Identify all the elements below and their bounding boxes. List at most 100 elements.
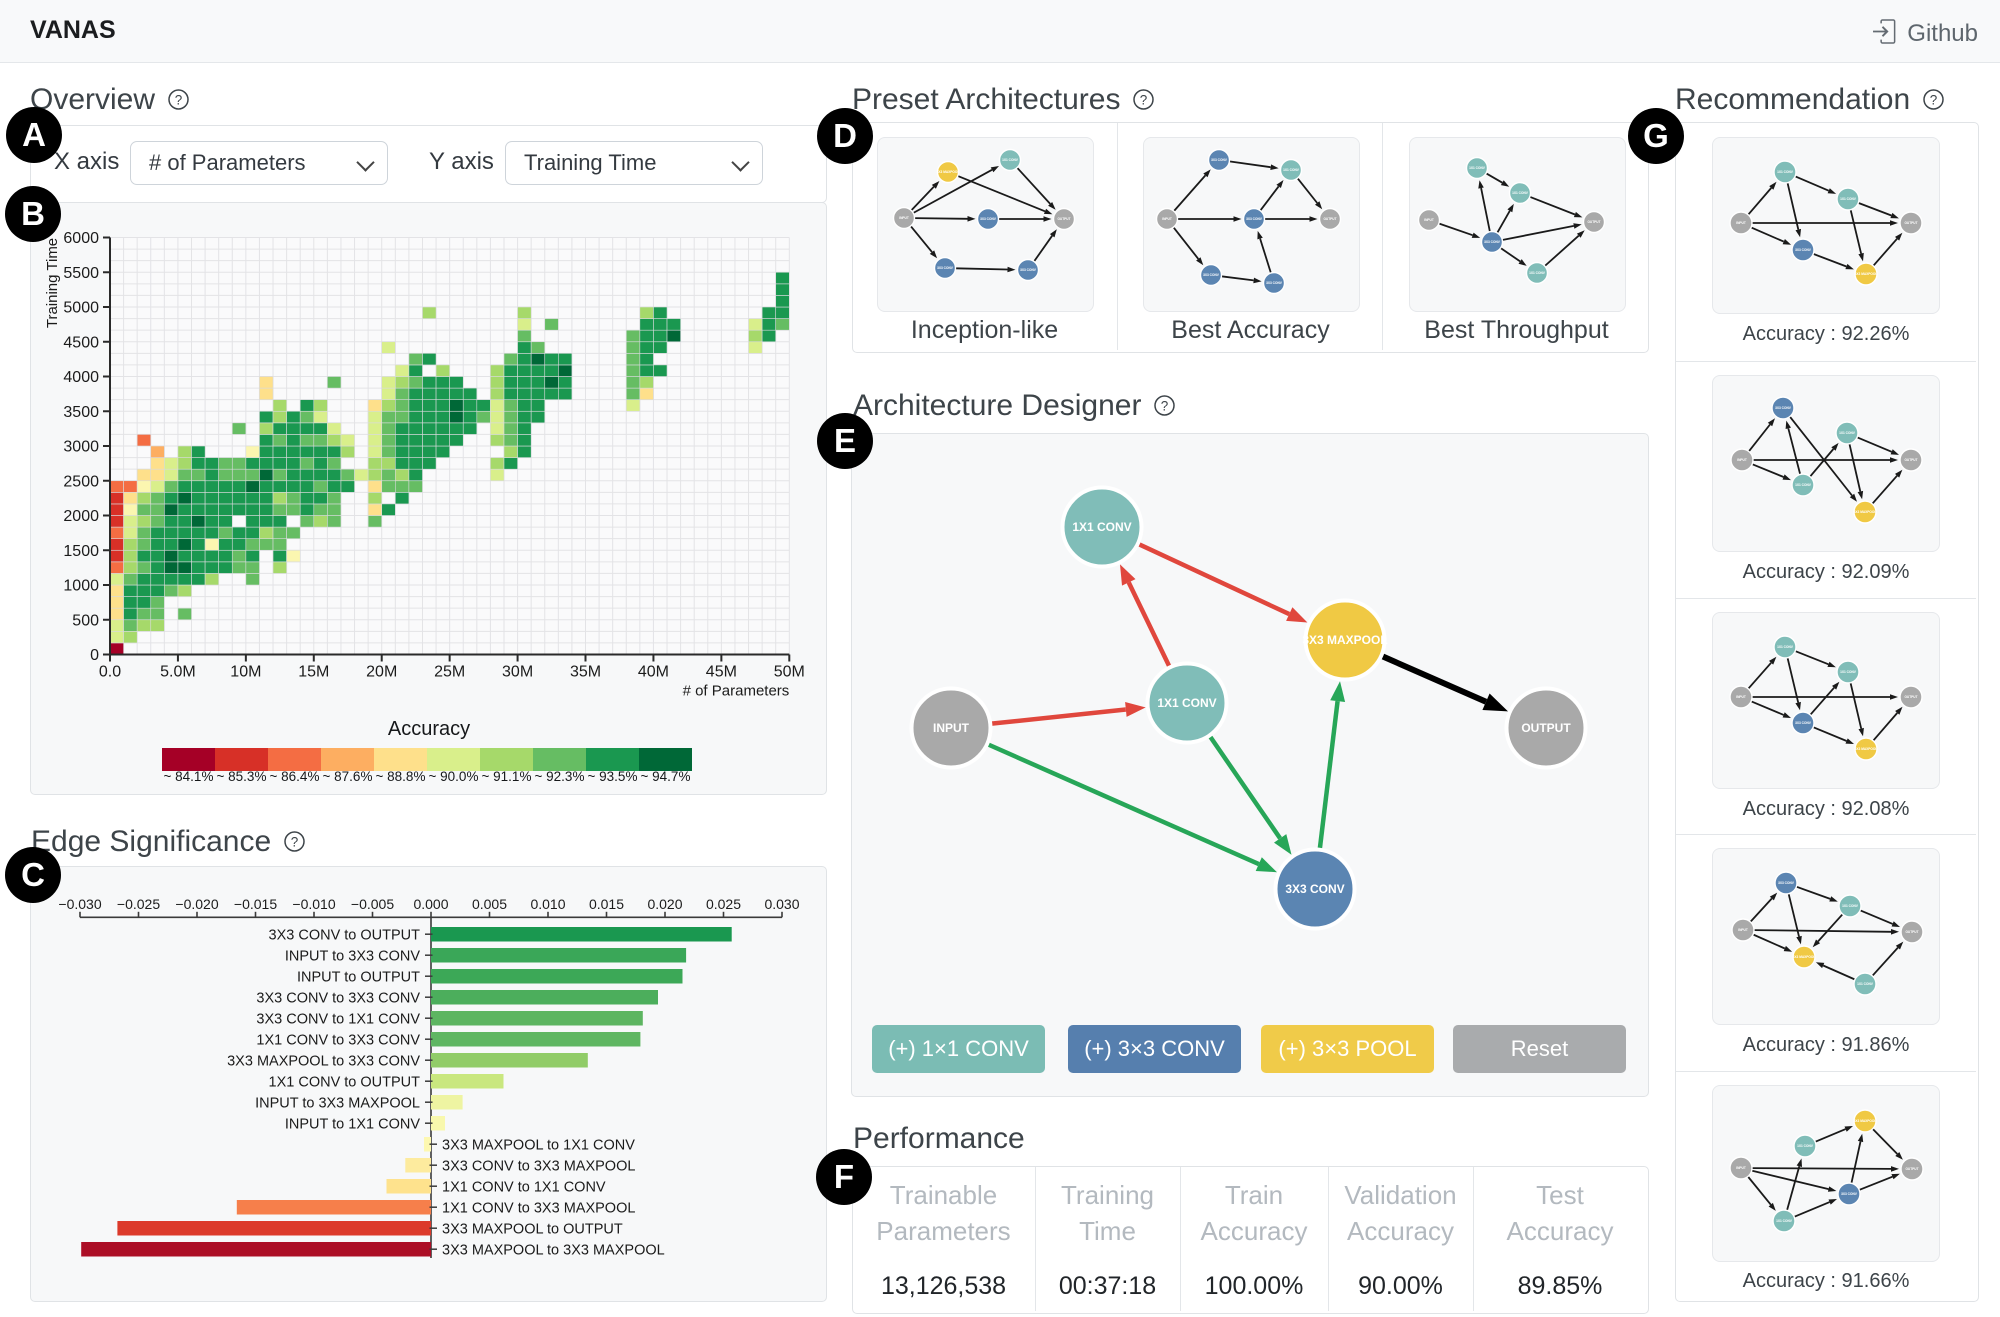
svg-text:3X3 CONV: 3X3 CONV — [1795, 248, 1812, 252]
svg-text:−0.005: −0.005 — [351, 896, 394, 912]
svg-text:3X3 MAXPOOL to 1X1 CONV: 3X3 MAXPOOL to 1X1 CONV — [442, 1137, 635, 1153]
svg-text:3X3 CONV: 3X3 CONV — [1484, 240, 1501, 244]
svg-text:0.020: 0.020 — [647, 896, 682, 912]
svg-text:3X3 MAXPOOL: 3X3 MAXPOOL — [1855, 272, 1878, 276]
svg-text:OUTPUT: OUTPUT — [1904, 458, 1917, 462]
svg-text:−0.010: −0.010 — [292, 896, 335, 912]
svg-text:1X1 CONV: 1X1 CONV — [1157, 696, 1216, 710]
svg-text:1X1 CONV: 1X1 CONV — [1776, 1219, 1793, 1223]
svg-text:1X1 CONV to OUTPUT: 1X1 CONV to OUTPUT — [269, 1074, 421, 1090]
svg-text:3X3 CONV to OUTPUT: 3X3 CONV to OUTPUT — [269, 927, 421, 943]
svg-text:Accuracy: Accuracy — [388, 718, 470, 740]
svg-text:3X3 MAXPOOL: 3X3 MAXPOOL — [1854, 1119, 1877, 1123]
svg-text:INPUT to 3X3 MAXPOOL: INPUT to 3X3 MAXPOOL — [255, 1095, 420, 1111]
svg-text:?: ? — [175, 93, 183, 108]
svg-text:?: ? — [291, 835, 299, 850]
svg-text:~ 91.1%: ~ 91.1% — [482, 769, 532, 784]
svg-text:1000: 1000 — [63, 578, 99, 595]
svg-text:1X1 CONV: 1X1 CONV — [1072, 520, 1131, 534]
svg-text:OUTPUT: OUTPUT — [1323, 217, 1336, 221]
svg-text:3X3 CONV: 3X3 CONV — [1795, 721, 1812, 725]
svg-text:−0.020: −0.020 — [175, 896, 218, 912]
svg-text:3500: 3500 — [63, 404, 99, 421]
svg-text:20M: 20M — [366, 664, 397, 681]
svg-text:1X1 CONV: 1X1 CONV — [1797, 1144, 1814, 1148]
svg-text:−0.025: −0.025 — [117, 896, 160, 912]
svg-text:0.010: 0.010 — [530, 896, 565, 912]
svg-text:50M: 50M — [774, 664, 805, 681]
svg-text:30M: 30M — [502, 664, 533, 681]
svg-text:1X1 CONV: 1X1 CONV — [1469, 166, 1486, 170]
svg-text:Training Time: Training Time — [44, 238, 61, 328]
svg-text:0.005: 0.005 — [472, 896, 507, 912]
svg-text:INPUT to 3X3 CONV: INPUT to 3X3 CONV — [285, 948, 420, 964]
svg-text:1X1 CONV: 1X1 CONV — [1795, 483, 1812, 487]
svg-text:~ 85.3%: ~ 85.3% — [217, 769, 267, 784]
svg-text:0.000: 0.000 — [413, 896, 448, 912]
svg-text:5.0M: 5.0M — [160, 664, 196, 681]
svg-text:1X1 CONV: 1X1 CONV — [1512, 191, 1529, 195]
svg-text:10M: 10M — [230, 664, 261, 681]
svg-text:INPUT: INPUT — [1736, 695, 1746, 699]
svg-text:OUTPUT: OUTPUT — [1904, 221, 1917, 225]
svg-text:1X1 CONV: 1X1 CONV — [1777, 645, 1794, 649]
svg-text:INPUT to OUTPUT: INPUT to OUTPUT — [297, 969, 420, 985]
svg-text:15M: 15M — [298, 664, 329, 681]
svg-text:OUTPUT: OUTPUT — [1905, 1167, 1918, 1171]
svg-text:INPUT: INPUT — [1737, 458, 1747, 462]
svg-text:# of Parameters: # of Parameters — [683, 683, 790, 700]
svg-text:0.030: 0.030 — [764, 896, 799, 912]
svg-text:3X3 MAXPOOL to 3X3 MAXPOOL: 3X3 MAXPOOL to 3X3 MAXPOOL — [442, 1242, 665, 1258]
svg-text:~ 86.4%: ~ 86.4% — [270, 769, 320, 784]
svg-text:3X3 CONV: 3X3 CONV — [1285, 882, 1344, 896]
svg-text:1X1 CONV: 1X1 CONV — [1857, 982, 1874, 986]
svg-text:25M: 25M — [434, 664, 465, 681]
svg-text:?: ? — [1161, 399, 1169, 414]
svg-text:5500: 5500 — [63, 265, 99, 282]
svg-text:−0.030: −0.030 — [58, 896, 101, 912]
svg-text:1X1 CONV: 1X1 CONV — [1839, 431, 1856, 435]
svg-text:0.015: 0.015 — [589, 896, 624, 912]
svg-text:6000: 6000 — [63, 230, 99, 247]
svg-text:4500: 4500 — [63, 334, 99, 351]
svg-text:1X1 CONV to 3X3 MAXPOOL: 1X1 CONV to 3X3 MAXPOOL — [442, 1200, 635, 1216]
svg-text:3X3 CONV: 3X3 CONV — [1841, 1192, 1858, 1196]
svg-text:2000: 2000 — [63, 508, 99, 525]
svg-text:500: 500 — [72, 612, 99, 629]
svg-text:3X3 CONV: 3X3 CONV — [1246, 217, 1263, 221]
svg-text:?: ? — [1930, 93, 1938, 108]
svg-text:OUTPUT: OUTPUT — [1521, 721, 1571, 735]
svg-text:1X1 CONV: 1X1 CONV — [1777, 170, 1794, 174]
svg-text:3X3 CONV to 3X3 MAXPOOL: 3X3 CONV to 3X3 MAXPOOL — [442, 1158, 635, 1174]
svg-text:3X3 MAXPOOL: 3X3 MAXPOOL — [1855, 747, 1878, 751]
svg-text:?: ? — [1140, 93, 1148, 108]
svg-text:OUTPUT: OUTPUT — [1057, 217, 1070, 221]
svg-text:3X3 CONV: 3X3 CONV — [980, 217, 997, 221]
svg-text:3X3 CONV to 1X1 CONV: 3X3 CONV to 1X1 CONV — [256, 1011, 420, 1027]
svg-text:~ 93.5%: ~ 93.5% — [588, 769, 638, 784]
svg-text:INPUT: INPUT — [933, 721, 970, 735]
svg-text:3X3 MAXPOOL: 3X3 MAXPOOL — [1854, 510, 1877, 514]
svg-text:2500: 2500 — [63, 473, 99, 490]
svg-text:1X1 CONV: 1X1 CONV — [1002, 158, 1019, 162]
svg-text:45M: 45M — [706, 664, 737, 681]
svg-text:INPUT: INPUT — [899, 216, 909, 220]
svg-text:OUTPUT: OUTPUT — [1904, 695, 1917, 699]
svg-text:3X3 CONV: 3X3 CONV — [1203, 273, 1220, 277]
svg-text:~ 87.6%: ~ 87.6% — [323, 769, 373, 784]
svg-text:1X1 CONV: 1X1 CONV — [1529, 271, 1546, 275]
svg-text:35M: 35M — [570, 664, 601, 681]
svg-text:5000: 5000 — [63, 300, 99, 317]
svg-text:0: 0 — [90, 647, 99, 664]
svg-text:1X1 CONV to 3X3 CONV: 1X1 CONV to 3X3 CONV — [256, 1032, 420, 1048]
svg-text:3X3 MAXPOOL: 3X3 MAXPOOL — [937, 170, 960, 174]
svg-text:OUTPUT: OUTPUT — [1905, 930, 1918, 934]
svg-text:1500: 1500 — [63, 543, 99, 560]
svg-text:3X3 CONV: 3X3 CONV — [1211, 158, 1228, 162]
svg-text:3X3 CONV: 3X3 CONV — [1775, 406, 1792, 410]
svg-text:~ 90.0%: ~ 90.0% — [429, 769, 479, 784]
svg-text:4000: 4000 — [63, 369, 99, 386]
svg-text:INPUT: INPUT — [1736, 221, 1746, 225]
svg-text:0.025: 0.025 — [706, 896, 741, 912]
svg-text:INPUT: INPUT — [1424, 218, 1434, 222]
